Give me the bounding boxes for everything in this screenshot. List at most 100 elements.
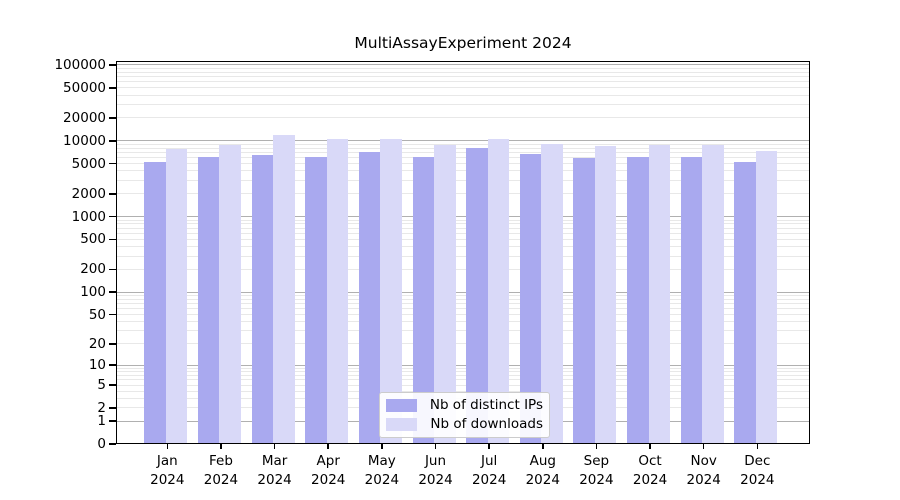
bar-downloads-oct bbox=[648, 144, 671, 444]
y-gridline-minor bbox=[116, 238, 810, 240]
y-tick-label-100000: 100000 bbox=[54, 56, 106, 73]
bar-distinct-ips-jun bbox=[412, 157, 434, 444]
y-gridline-minor bbox=[116, 379, 810, 381]
bar-downloads-nov bbox=[702, 145, 724, 444]
bar-downloads-jul bbox=[487, 138, 510, 444]
x-tick-month: Dec bbox=[744, 453, 771, 469]
legend-item-distinct-ips: Nb of distinct IPs bbox=[386, 397, 543, 414]
legend-swatch-distinct-ips bbox=[386, 399, 417, 412]
x-tick-month: Oct bbox=[638, 453, 662, 469]
x-tick-label-jul: Jul 2024 bbox=[457, 452, 521, 490]
y-gridline-minor bbox=[116, 143, 810, 145]
y-tick-label-10: 10 bbox=[88, 357, 106, 374]
y-gridline-minor bbox=[116, 71, 810, 73]
y-tick-mark bbox=[109, 87, 116, 89]
bar-distinct-ips-feb bbox=[197, 157, 220, 444]
x-tick-mark bbox=[702, 444, 705, 449]
x-tick-month: Feb bbox=[208, 453, 233, 469]
y-tick-mark bbox=[109, 407, 116, 409]
y-tick-label-20: 20 bbox=[88, 335, 106, 352]
y-gridline-minor bbox=[116, 94, 810, 96]
x-tick-year: 2024 bbox=[150, 472, 185, 488]
plot-area bbox=[116, 61, 810, 444]
bar-downloads-feb bbox=[219, 145, 241, 444]
bar-distinct-ips-mar bbox=[251, 154, 274, 444]
x-tick-month: Jun bbox=[424, 453, 447, 469]
x-tick-month: Aug bbox=[529, 453, 556, 469]
x-tick-label-dec: Dec 2024 bbox=[725, 452, 789, 490]
y-tick-label-10000: 10000 bbox=[63, 132, 106, 149]
y-tick-mark bbox=[109, 162, 116, 165]
y-gridline-minor bbox=[116, 219, 810, 221]
x-tick-label-mar: Mar 2024 bbox=[243, 452, 307, 490]
y-tick-mark bbox=[109, 342, 116, 345]
x-tick-mark bbox=[756, 444, 759, 449]
y-gridline-minor bbox=[116, 81, 810, 83]
bar-downloads-jan bbox=[165, 148, 188, 444]
x-tick-label-jan: Jan 2024 bbox=[135, 452, 199, 490]
x-tick-label-jun: Jun 2024 bbox=[404, 452, 468, 490]
bar-distinct-ips-sep bbox=[573, 157, 595, 444]
bar-distinct-ips-jul bbox=[466, 148, 488, 444]
legend-swatch-downloads bbox=[386, 418, 417, 431]
y-gridline-minor bbox=[116, 330, 810, 332]
x-tick-mark bbox=[327, 444, 329, 449]
y-gridline-minor bbox=[116, 104, 810, 106]
bar-distinct-ips-may bbox=[358, 152, 381, 444]
bar-downloads-may bbox=[380, 138, 402, 444]
x-tick-mark bbox=[649, 444, 651, 449]
y-tick-mark bbox=[109, 64, 116, 66]
y-gridline-minor bbox=[116, 193, 810, 195]
y-gridline-minor bbox=[116, 170, 810, 172]
x-tick-month: May bbox=[367, 453, 396, 469]
y-tick-mark bbox=[109, 139, 116, 142]
y-gridline-minor bbox=[116, 147, 810, 149]
y-tick-mark bbox=[109, 364, 116, 366]
x-tick-mark bbox=[541, 444, 544, 449]
y-gridline-minor bbox=[116, 255, 810, 257]
x-tick-year: 2024 bbox=[203, 472, 239, 488]
x-tick-label-aug: Aug 2024 bbox=[511, 452, 575, 490]
y-tick-mark bbox=[109, 268, 116, 271]
legend-item-downloads: Nb of downloads bbox=[386, 416, 543, 433]
bar-distinct-ips-aug bbox=[519, 153, 542, 444]
legend: Nb of distinct IPs Nb of downloads bbox=[379, 392, 550, 438]
y-tick-mark bbox=[109, 313, 116, 316]
y-tick-mark bbox=[109, 117, 116, 119]
x-tick-mark bbox=[220, 444, 222, 449]
bar-distinct-ips-oct bbox=[627, 157, 649, 444]
x-tick-mark bbox=[166, 444, 169, 449]
x-tick-month: Nov bbox=[690, 453, 717, 469]
x-tick-mark bbox=[488, 444, 490, 449]
y-gridline-major bbox=[116, 216, 810, 218]
y-tick-label-1: 1 bbox=[97, 413, 106, 430]
y-gridline-major bbox=[116, 140, 810, 142]
bar-distinct-ips-jan bbox=[144, 162, 166, 444]
bar-downloads-apr bbox=[326, 139, 349, 444]
y-gridline-minor bbox=[116, 157, 810, 159]
x-tick-mark bbox=[434, 444, 437, 449]
x-tick-year: 2024 bbox=[418, 472, 453, 488]
y-tick-mark bbox=[109, 384, 116, 386]
y-tick-label-20000: 20000 bbox=[63, 109, 106, 126]
legend-label-distinct-ips: Nb of distinct IPs bbox=[429, 397, 543, 413]
y-gridline-minor bbox=[116, 367, 810, 369]
x-tick-year: 2024 bbox=[740, 472, 775, 488]
bar-distinct-ips-nov bbox=[680, 156, 703, 444]
y-tick-label-200: 200 bbox=[80, 261, 106, 278]
y-gridline-minor bbox=[116, 298, 810, 300]
x-tick-month: Sep bbox=[583, 453, 610, 469]
y-gridline-minor bbox=[116, 375, 810, 377]
x-tick-label-oct: Oct 2024 bbox=[618, 452, 682, 490]
y-gridline-minor bbox=[116, 76, 810, 78]
x-tick-label-apr: Apr 2024 bbox=[296, 452, 360, 490]
y-gridline-minor bbox=[116, 152, 810, 154]
y-tick-label-100: 100 bbox=[80, 284, 106, 301]
y-tick-label-5000: 5000 bbox=[71, 155, 106, 172]
x-tick-year: 2024 bbox=[579, 472, 614, 488]
bar-distinct-ips-dec bbox=[734, 161, 756, 444]
y-tick-mark bbox=[109, 192, 116, 195]
x-tick-month: Apr bbox=[316, 453, 340, 469]
x-tick-label-may: May 2024 bbox=[350, 452, 414, 490]
y-gridline-minor bbox=[116, 117, 810, 119]
